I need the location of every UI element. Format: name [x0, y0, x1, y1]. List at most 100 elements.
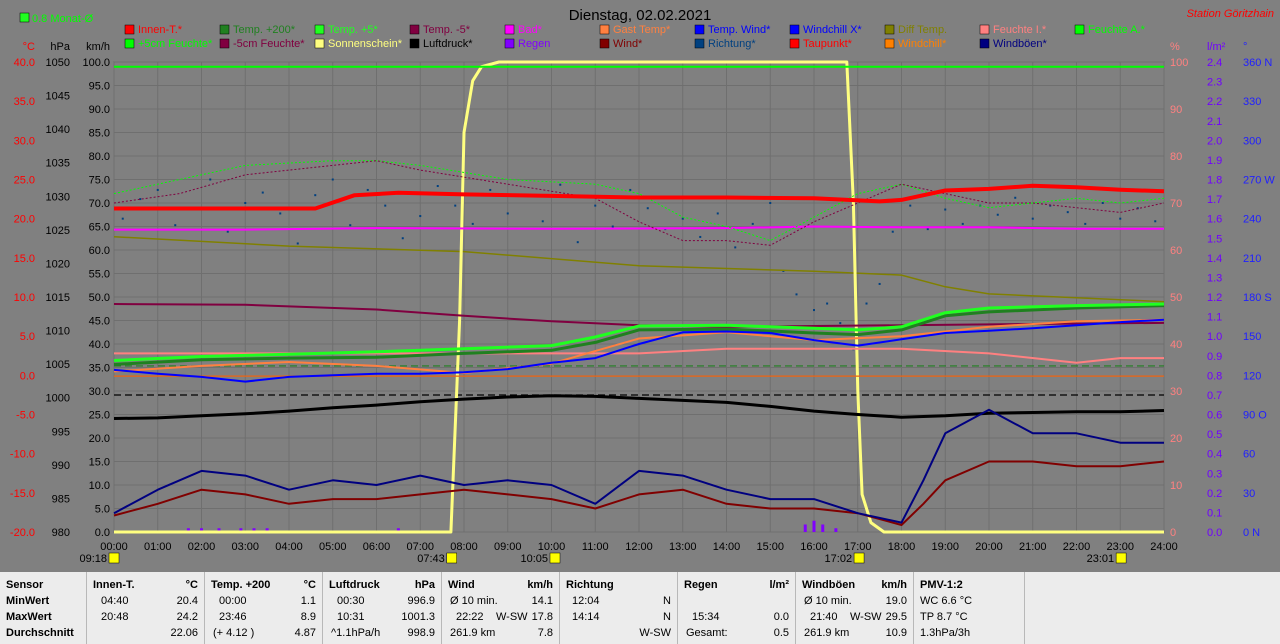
direction-point	[576, 241, 579, 244]
legend-label: Temp. +200*	[233, 24, 296, 36]
regen-total-label: Gesamt:	[686, 627, 728, 639]
rain-axis-tick: 1.4	[1207, 253, 1222, 265]
direction-point	[716, 212, 719, 215]
temp-axis-tick: -20.0	[10, 527, 35, 539]
direction-point	[699, 235, 702, 238]
temp-axis-unit: °C	[23, 41, 35, 53]
stats-row-avg-label: Durchschnitt	[6, 627, 74, 639]
direction-point	[226, 230, 229, 233]
rain-bar	[239, 528, 243, 532]
percent-axis-tick: 100	[1170, 57, 1188, 69]
statistics-table: Sensor MinWert MaxWert Durchschnitt Inne…	[0, 572, 1280, 644]
x-tick: 24:00	[1150, 541, 1178, 553]
direction-point	[878, 282, 881, 285]
direction-point	[926, 228, 929, 231]
sun-event-label: 09:18	[79, 553, 107, 565]
pressure-axis-tick: 995	[52, 426, 70, 438]
direction-point	[594, 204, 597, 207]
rain-axis-tick: 1.8	[1207, 175, 1222, 187]
series-line-5cm-feuchte	[113, 160, 1165, 242]
direction-point	[506, 212, 509, 215]
station-name: Station Göritzhain	[1187, 8, 1274, 20]
direction-point	[646, 207, 649, 210]
rain-axis-tick: 1.6	[1207, 214, 1222, 226]
direction-point	[961, 222, 964, 225]
direction-point	[436, 185, 439, 188]
rain-axis-tick: 1.0	[1207, 331, 1222, 343]
legend-swatch	[789, 24, 800, 35]
rain-bar	[834, 528, 838, 532]
direction-point	[751, 222, 754, 225]
stats-col-pmv: PMV-1:2 WC 6.6 °C TP 8.7 °C 1.3hPa/3h	[914, 572, 1024, 644]
direction-point	[629, 188, 632, 191]
stats-header-regen: Regen	[684, 579, 718, 591]
temp-axis-tick: -5.0	[16, 410, 35, 422]
richtung-min-time: 12:04	[572, 595, 600, 607]
legend-label: Windböen*	[993, 38, 1048, 50]
x-tick: 09:00	[494, 541, 522, 553]
pressure-axis-tick: 1045	[46, 91, 70, 103]
speed-axis-tick: 10.0	[89, 480, 110, 492]
direction-point	[1014, 196, 1017, 199]
series-line-sonnenschein	[114, 60, 1164, 534]
direction-point	[559, 183, 562, 186]
direction-point	[996, 213, 999, 216]
legend-swatch	[1074, 24, 1085, 35]
direction-axis-tick: 60	[1243, 449, 1255, 461]
legend-swatch	[979, 38, 990, 49]
innen-min-time: 04:40	[101, 595, 129, 607]
speed-axis-tick: 35.0	[89, 363, 110, 375]
direction-point	[611, 225, 614, 228]
direction-point	[541, 220, 544, 223]
temp200-min-value: 1.1	[300, 595, 316, 607]
legend-swatch	[409, 24, 420, 35]
legend-swatch	[504, 24, 515, 35]
percent-axis-tick: 90	[1170, 104, 1182, 116]
richtung-max-value: N	[663, 611, 671, 623]
temp200-avg-value: 4.87	[294, 627, 316, 639]
stats-col-windboeen: Windböen km/h Ø 10 min. 19.0 21:40 W-SW 29.5…	[796, 572, 913, 644]
wind-avg-value: 7.8	[537, 627, 553, 639]
rain-axis-tick: 0.9	[1207, 351, 1222, 363]
rain-axis-tick: 1.5	[1207, 233, 1222, 245]
windboeen-max-dir: W-SW	[850, 611, 882, 623]
direction-point	[1119, 217, 1122, 220]
luftdruck-avg-value: 998.9	[407, 627, 435, 639]
stats-header-wind: Wind	[448, 579, 475, 591]
series-line-temp-5	[113, 302, 1165, 362]
direction-point	[1031, 217, 1034, 220]
direction-axis-tick: 0 N	[1243, 527, 1260, 539]
rain-bar	[396, 528, 400, 532]
speed-axis-tick: 60.0	[89, 245, 110, 257]
luftdruck-min-time: 00:30	[337, 595, 365, 607]
temp-axis-tick: 15.0	[14, 253, 35, 265]
x-tick: 19:00	[931, 541, 959, 553]
percent-axis-tick: 10	[1170, 480, 1182, 492]
stats-row-min-label: MinWert	[6, 595, 50, 607]
series-line-windböen	[113, 408, 1164, 524]
legend-label: -5cm Feuchte*	[233, 38, 305, 50]
sun-event-label: 23:01	[1087, 553, 1115, 565]
legend-label: Temp. Wind*	[708, 24, 771, 36]
rain-axis-tick: 0.1	[1207, 507, 1222, 519]
pmv-pressure-trend: 1.3hPa/3h	[920, 627, 971, 639]
rain-bar	[821, 524, 825, 532]
direction-axis-tick: 120	[1243, 370, 1261, 382]
temp-axis-tick: -10.0	[10, 449, 35, 461]
luftdruck-max-value: 1001.3	[401, 611, 435, 623]
legend-swatch	[979, 24, 990, 35]
rain-bar	[200, 528, 203, 532]
direction-axis-tick: 240	[1243, 214, 1261, 226]
pmv-dewpoint: TP 8.7 °C	[920, 611, 968, 623]
direction-axis-tick: 30	[1243, 488, 1255, 500]
stats-col-wind: Wind km/h Ø 10 min. 14.1 22:22 W-SW 17.8 261…	[442, 572, 559, 644]
x-tick: 03:00	[231, 541, 259, 553]
speed-axis-tick: 95.0	[89, 81, 110, 93]
legend-label: Richtung*	[708, 38, 756, 50]
legend-label: Wind*	[613, 38, 643, 50]
direction-point	[401, 237, 404, 240]
direction-point	[489, 188, 492, 191]
x-tick: 14:00	[713, 541, 741, 553]
x-tick: 01:00	[144, 541, 172, 553]
series-line-wind	[113, 460, 1165, 526]
